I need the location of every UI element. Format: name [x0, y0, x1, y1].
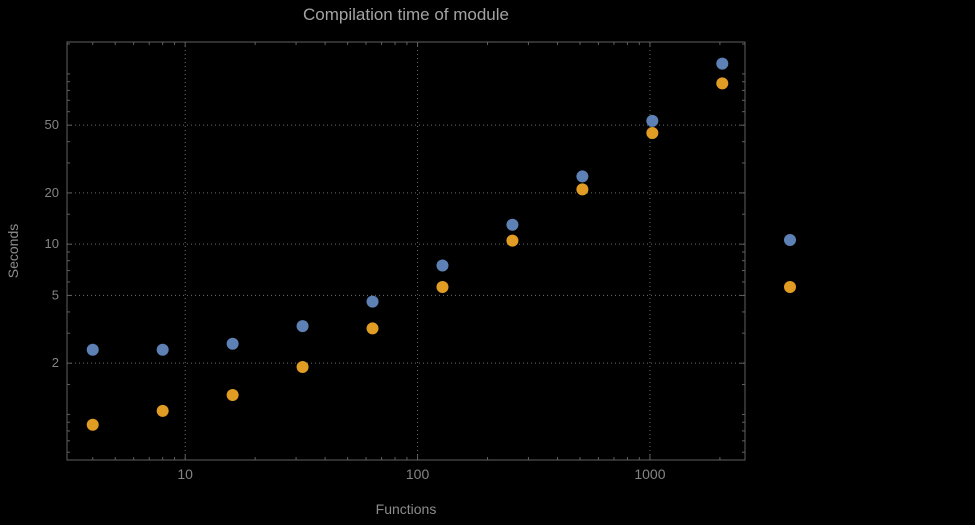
plot-frame	[66, 41, 746, 461]
x-tick-label: 10	[177, 466, 193, 482]
point-series-1	[366, 295, 379, 308]
y-tick-label: 10	[45, 236, 59, 251]
point-series-2	[296, 360, 309, 373]
point-series-1	[436, 259, 449, 272]
point-series-1	[156, 343, 169, 356]
legend-marker-1	[784, 234, 796, 246]
point-series-1	[716, 57, 729, 70]
point-series-1	[86, 343, 99, 356]
point-series-2	[366, 322, 379, 335]
y-tick-label: 2	[52, 355, 59, 370]
point-series-2	[156, 404, 169, 417]
point-series-1	[226, 337, 239, 350]
point-series-2	[436, 281, 449, 294]
point-series-2	[86, 418, 99, 431]
legend-marker-2	[784, 281, 796, 293]
point-series-2	[226, 389, 239, 402]
point-series-1	[646, 114, 659, 127]
point-series-1	[576, 170, 589, 183]
y-tick-label: 20	[45, 185, 59, 200]
y-tick-label: 5	[52, 287, 59, 302]
y-tick-label: 50	[45, 117, 59, 132]
y-axis-label: Seconds	[5, 223, 21, 279]
point-series-2	[576, 183, 589, 196]
x-tick-label: 100	[406, 466, 430, 482]
point-series-1	[296, 320, 309, 333]
x-tick-label: 1000	[634, 466, 665, 482]
point-series-2	[506, 234, 519, 247]
point-series-2	[646, 126, 659, 139]
x-axis-label: Functions	[375, 501, 437, 517]
point-series-1	[506, 218, 519, 231]
point-series-2	[716, 77, 729, 90]
chart-title: Compilation time of module	[303, 5, 509, 24]
